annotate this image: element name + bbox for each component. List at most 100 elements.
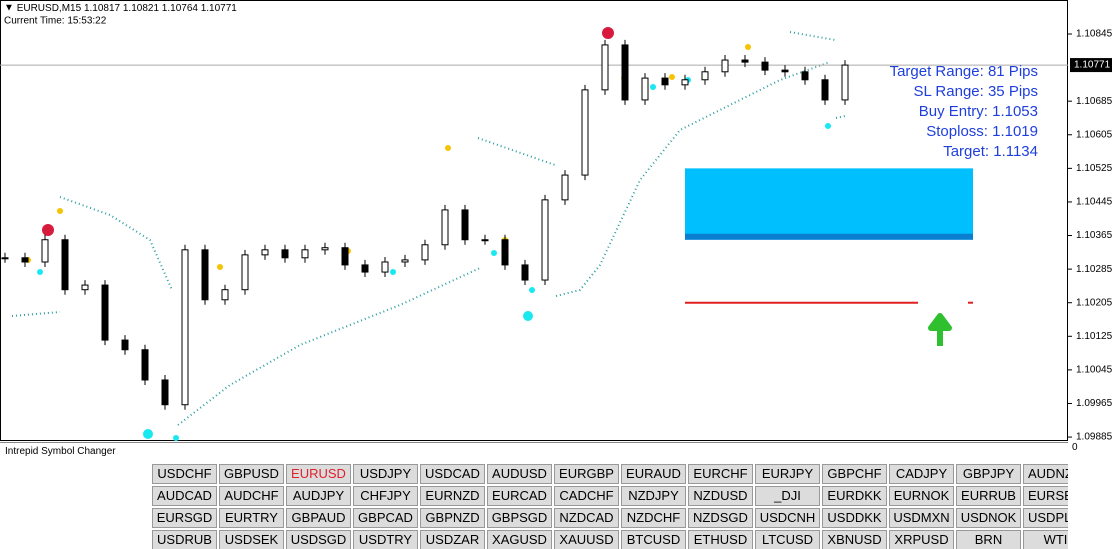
candle <box>401 259 409 263</box>
zone-edge <box>685 233 973 240</box>
symbol-button[interactable]: ETHUSD <box>688 530 753 549</box>
symbol-button[interactable]: WTI <box>1023 530 1068 549</box>
chart-frame <box>0 0 1068 441</box>
candle <box>281 249 289 259</box>
info-line: SL Range: 35 Pips <box>913 83 1038 100</box>
symbol-button[interactable]: CADCHF <box>554 486 619 506</box>
symbol-button[interactable]: _DJI <box>755 486 820 506</box>
symbol-button[interactable]: USDCAD <box>420 464 485 484</box>
candle <box>101 284 109 341</box>
symbol-changer: Intrepid Symbol Changer USDCHF GBPUSD EURU… <box>0 442 1068 549</box>
symbol-button[interactable]: GBPUSD <box>219 464 284 484</box>
candle <box>761 61 769 71</box>
candle <box>301 249 309 259</box>
target-zone <box>685 168 973 240</box>
symbol-button[interactable]: NZDCAD <box>554 508 619 528</box>
symbol-button[interactable]: AUDUSD <box>487 464 552 484</box>
symbol-button[interactable]: USDDKK <box>822 508 887 528</box>
symbol-button[interactable]: EURRUB <box>956 486 1021 506</box>
symbol-button[interactable]: XAUUSD <box>554 530 619 549</box>
candle <box>201 249 209 301</box>
symbol-button[interactable]: NZDJPY <box>621 486 686 506</box>
symbol-button[interactable]: CHFJPY <box>353 486 418 506</box>
panel-title: Intrepid Symbol Changer <box>5 446 116 457</box>
symbol-button[interactable]: EURAUD <box>621 464 686 484</box>
symbol-button[interactable]: NZDCHF <box>621 508 686 528</box>
info-line: Buy Entry: 1.1053 <box>918 103 1038 120</box>
symbol-button[interactable]: GBPAUD <box>286 508 351 528</box>
symbol-button[interactable]: BTCUSD <box>621 530 686 549</box>
candle <box>801 71 809 81</box>
y-tick-label: 1.10445 <box>1076 197 1113 208</box>
symbol-button[interactable]: BRN <box>956 530 1021 549</box>
symbol-button[interactable]: USDSGD <box>286 530 351 549</box>
symbol: EURUSD,M15 <box>17 3 82 14</box>
symbol-button[interactable]: AUDNZ <box>1023 464 1068 484</box>
symbol-button[interactable]: USDPL <box>1023 508 1068 528</box>
last-price-box <box>1070 58 1112 73</box>
candle <box>501 239 509 266</box>
candle <box>481 239 489 242</box>
symbol-button[interactable]: XAGUSD <box>487 530 552 549</box>
symbol-button[interactable]: AUDJPY <box>286 486 351 506</box>
price-chart: ▼ EURUSD,M15 1.10817 1.10821 1.10764 1.1… <box>0 0 1113 442</box>
symbol-button[interactable]: USDSEK <box>219 530 284 549</box>
symbol-button[interactable]: EURGBP <box>554 464 619 484</box>
symbol-button[interactable]: GBPJPY <box>956 464 1021 484</box>
symbol-button[interactable]: AUDCHF <box>219 486 284 506</box>
symbol-button[interactable]: AUDCAD <box>152 486 217 506</box>
candle <box>181 249 189 406</box>
symbol-button[interactable]: USDJPY <box>353 464 418 484</box>
symbol-button[interactable]: USDCHF <box>152 464 217 484</box>
current-time: Current Time: 15:53:22 <box>4 16 107 27</box>
candle <box>741 59 749 63</box>
candle <box>261 249 269 256</box>
candle <box>561 174 569 201</box>
symbol-button[interactable]: USDZAR <box>420 530 485 549</box>
symbol-button[interactable]: LTCUSD <box>755 530 820 549</box>
symbol-button[interactable]: EURNZD <box>420 486 485 506</box>
signal-dots <box>25 27 831 441</box>
info-line: Target Range: 81 Pips <box>889 63 1038 80</box>
y-tick-label: 1.10685 <box>1076 96 1113 107</box>
y-tick-label: 1.10605 <box>1076 129 1113 140</box>
symbol-button[interactable]: USDTRY <box>353 530 418 549</box>
symbol-button[interactable]: EURUSD <box>286 464 351 484</box>
symbol-button[interactable]: EURTRY <box>219 508 284 528</box>
symbol-button[interactable]: USDRUB <box>152 530 217 549</box>
candle <box>661 77 669 86</box>
candle <box>1 257 9 260</box>
symbol-button[interactable]: EURJPY <box>755 464 820 484</box>
symbol-header: ▼ EURUSD,M15 1.10817 1.10821 1.10764 1.1… <box>4 3 237 14</box>
quote: 1.10817 1.10821 1.10764 1.10771 <box>84 3 237 14</box>
candle <box>581 89 589 176</box>
candle <box>21 257 29 263</box>
symbol-button[interactable]: XBNUSD <box>822 530 887 549</box>
symbol-button[interactable]: EURCHF <box>688 464 753 484</box>
symbol-button[interactable]: NZDUSD <box>688 486 753 506</box>
candle <box>841 64 849 101</box>
symbol-button[interactable]: CADJPY <box>889 464 954 484</box>
symbol-button[interactable]: USDCNH <box>755 508 820 528</box>
y-tick-label: 1.10125 <box>1076 331 1113 342</box>
symbol-button[interactable]: GBPSGD <box>487 508 552 528</box>
symbol-button[interactable]: GBPCAD <box>353 508 418 528</box>
symbol-button[interactable]: USDNOK <box>956 508 1021 528</box>
symbol-button[interactable]: XRPUSD <box>889 530 954 549</box>
symbol-button[interactable]: GBPCHF <box>822 464 887 484</box>
symbol-button[interactable]: GBPNZD <box>420 508 485 528</box>
candle <box>61 239 69 291</box>
symbol-button[interactable]: NZDSGD <box>688 508 753 528</box>
candle <box>381 261 389 273</box>
info-line: Stoploss: 1.1019 <box>926 123 1038 140</box>
symbol-button[interactable]: EURNOK <box>889 486 954 506</box>
candle <box>321 247 329 251</box>
symbol-button[interactable]: USDMXN <box>889 508 954 528</box>
symbol-button[interactable]: EURSGD <box>152 508 217 528</box>
symbol-button[interactable]: EURCAD <box>487 486 552 506</box>
panel-scale: 0 <box>1072 442 1078 453</box>
y-tick-label: 1.10285 <box>1076 264 1113 275</box>
symbol-button[interactable]: EURDKK <box>822 486 887 506</box>
